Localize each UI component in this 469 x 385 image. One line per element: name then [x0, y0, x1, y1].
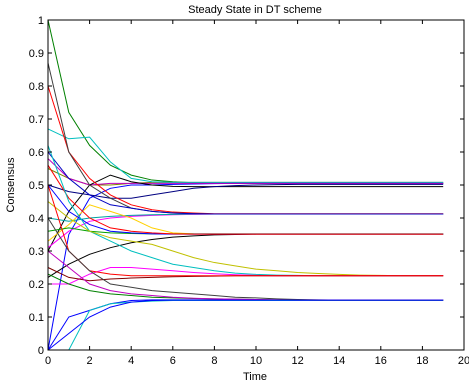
y-tick-label: 0.7: [29, 114, 44, 126]
y-tick-label: 0.1: [29, 312, 44, 324]
series-line-9: [47, 62, 444, 215]
series-line-13: [47, 204, 444, 242]
chart-title: Steady State in DT scheme: [188, 4, 322, 16]
x-tick-label: 4: [128, 355, 134, 367]
x-tick-label: 12: [291, 355, 303, 367]
x-tick-label: 8: [211, 355, 217, 367]
series-line-11: [47, 213, 444, 222]
x-axis-label: Time: [243, 371, 267, 383]
x-tick-label: 0: [45, 355, 51, 367]
series-line-17: [47, 164, 444, 235]
series-line-24: [47, 299, 444, 351]
x-tick-label: 6: [170, 355, 176, 367]
series-line-12: [47, 151, 444, 215]
x-tick-label: 14: [333, 355, 345, 367]
series-line-7: [47, 183, 444, 199]
series-line-15: [47, 233, 444, 278]
series-line-28: [47, 299, 444, 351]
series-line-5: [47, 158, 444, 186]
x-tick-label: 20: [458, 355, 469, 367]
y-axis-label: Consensus: [5, 157, 17, 213]
y-tick-label: 0.2: [29, 279, 44, 291]
series-line-22: [47, 184, 444, 277]
y-tick-label: 0: [38, 345, 44, 357]
y-tick-label: 0.8: [29, 81, 44, 93]
series-line-14: [47, 227, 444, 235]
x-axis: 0 2 4 6 8 10 12 14 16 18 20: [45, 20, 469, 367]
x-tick-label: 2: [87, 355, 93, 367]
series-layer: [47, 19, 444, 351]
series-line-19: [47, 201, 444, 277]
x-tick-label: 10: [250, 355, 262, 367]
y-tick-label: 0.4: [29, 213, 44, 225]
series-line-26: [47, 273, 444, 301]
y-axis: 0 0.1 0.2 0.3 0.4 0.5 0.6 0.7 0.8 0.9 1: [29, 15, 464, 357]
x-tick-label: 16: [375, 355, 387, 367]
series-line-8: [47, 85, 444, 215]
series-line-4: [47, 182, 444, 351]
series-line-3: [47, 128, 444, 183]
y-tick-label: 0.3: [29, 246, 44, 258]
series-line-25: [48, 300, 444, 351]
y-tick-label: 1: [38, 15, 44, 27]
y-tick-label: 0.5: [29, 180, 44, 192]
series-line-6: [47, 174, 444, 252]
x-tick-label: 18: [416, 355, 428, 367]
y-tick-label: 0.6: [29, 147, 44, 159]
series-line-10: [47, 213, 444, 249]
y-tick-label: 0.9: [29, 48, 44, 60]
